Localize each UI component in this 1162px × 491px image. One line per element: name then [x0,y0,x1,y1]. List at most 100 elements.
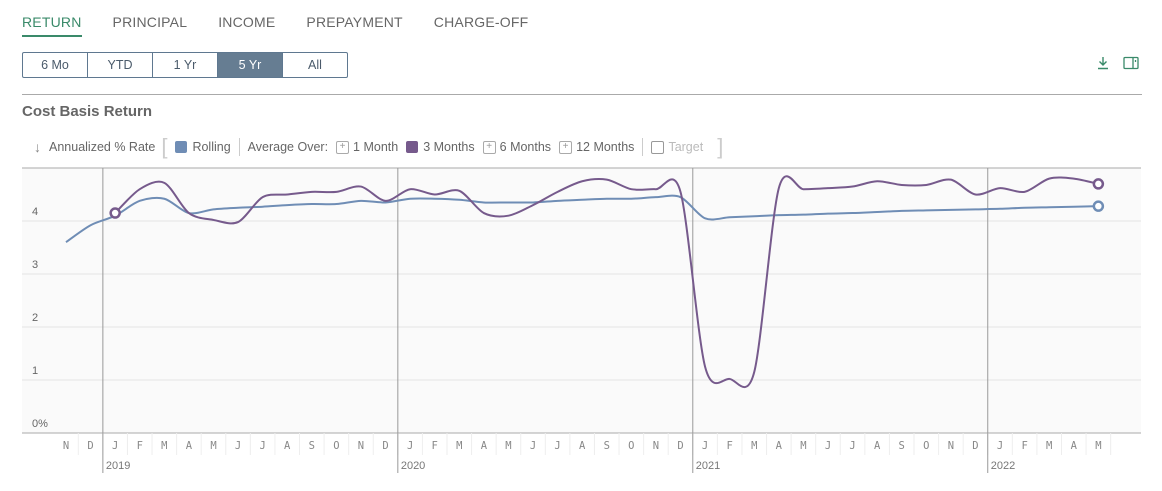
data-point [601,174,613,186]
month-label: S [899,440,905,452]
range-all-button[interactable]: All [308,58,322,72]
tab-prepayment[interactable]: PREPAYMENT [306,14,403,30]
tab-principal[interactable]: PRINCIPAL [112,14,188,30]
end-marker [1092,178,1105,190]
data-point [232,202,244,214]
target-checkbox[interactable]: Target [651,140,703,154]
6-months-label: 6 Months [499,140,552,154]
range-5yr-button[interactable]: 5 Yr [218,53,283,77]
tab-charge-off[interactable]: CHARGE-OFF [433,14,529,30]
month-label: J [407,440,413,452]
average-over-label: Average Over: [247,140,329,154]
data-point [330,186,342,198]
legend-3-months[interactable]: 3 Months [406,140,475,154]
data-point [896,205,908,217]
legend-rolling[interactable]: Rolling [175,140,231,154]
end-marker [1092,200,1105,212]
month-label: S [604,440,610,452]
year-label: 2022 [991,460,1015,472]
month-label: O [923,440,929,452]
month-label: F [137,440,143,452]
month-label: M [1046,440,1052,452]
metric-label[interactable]: Annualized % Rate [49,140,156,154]
separator [238,138,240,156]
year-label: 2021 [696,460,720,472]
data-point [380,195,392,207]
month-label: D [87,440,93,452]
data-point [1043,201,1055,213]
y-tick-label: 4 [32,206,38,218]
data-point [601,193,613,205]
data-point [134,195,146,207]
data-point [355,195,367,207]
plus-icon: + [336,140,350,154]
data-point [60,236,72,248]
data-point [724,373,736,385]
data-point [1019,186,1031,198]
month-label: J [259,440,265,452]
month-label: J [235,440,241,452]
month-label: A [776,440,783,452]
target-label: Target [668,140,704,154]
month-label: F [432,440,438,452]
y-tick-label: 3 [32,259,38,271]
month-label: F [1021,440,1027,452]
data-point [797,209,809,221]
legend-6-months[interactable]: +6 Months [482,140,552,154]
month-label: N [653,440,659,452]
3-months-swatch [406,141,419,153]
data-point [207,203,219,215]
month-label: M [456,440,462,452]
month-label: O [333,440,339,452]
data-point [920,179,932,191]
range-6mo-button[interactable]: 6 Mo [23,53,88,77]
data-point [502,210,514,222]
plus-icon: + [482,140,496,154]
data-point [822,208,834,220]
month-label: F [726,440,732,452]
rolling-label: Rolling [192,140,231,154]
month-label: J [997,440,1003,452]
data-point [920,204,932,216]
legend-1-month[interactable]: +1 Month [336,140,398,154]
data-point [748,366,760,378]
month-label: A [284,440,291,452]
data-point [724,211,736,223]
data-point [1068,173,1080,185]
month-label: A [481,440,488,452]
data-point [355,181,367,193]
month-label: A [1071,440,1078,452]
sort-arrow-icon[interactable]: ↓ [34,139,41,155]
data-point [748,210,760,222]
tab-income[interactable]: INCOME [218,14,276,30]
month-label: J [702,440,708,452]
month-label: J [849,440,855,452]
legend-12-months[interactable]: +12 Months [559,140,634,154]
series-line-3-months [114,175,1099,389]
data-point [896,179,908,191]
data-point [85,219,97,231]
range-1yr-button[interactable]: 1 Yr [153,53,218,77]
tab-bar: RETURN PRINCIPAL INCOME PREPAYMENT CHARG… [22,14,559,37]
tab-return[interactable]: RETURN [22,14,82,37]
data-point [871,206,883,218]
month-label: D [677,440,683,452]
month-label: M [800,440,806,452]
y-tick-label: 1 [32,365,38,377]
panel-toggle-icon[interactable] [1123,56,1139,74]
month-label: A [579,440,586,452]
checkbox-icon [651,140,665,154]
data-point [576,175,588,187]
data-point [969,203,981,215]
download-icon[interactable] [1096,56,1110,74]
month-label: D [382,440,388,452]
data-point [232,216,244,228]
data-point [871,175,883,187]
data-point [1019,202,1031,214]
12-months-label: 12 Months [576,140,635,154]
data-point [797,183,809,195]
range-ytd-button[interactable]: YTD [88,53,153,77]
month-label: M [210,440,216,452]
data-point [773,182,785,194]
